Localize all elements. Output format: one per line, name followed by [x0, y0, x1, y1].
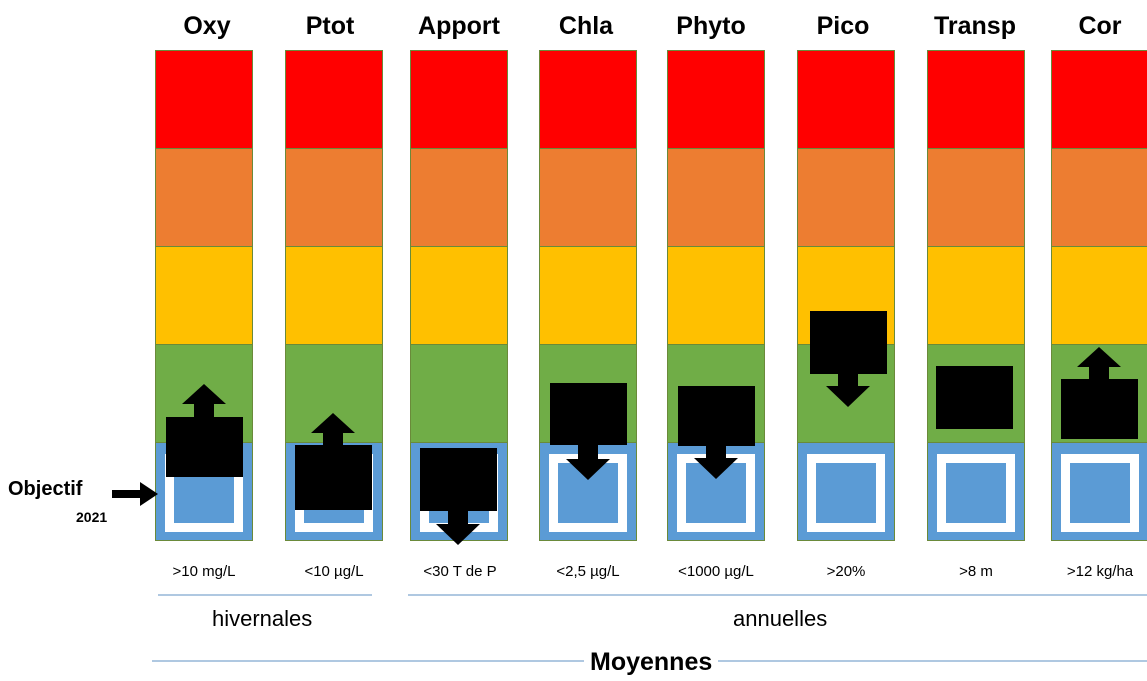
threshold-cor: >12 kg/ha: [1066, 563, 1134, 580]
threshold-chla: <2,5 µg/L: [556, 563, 620, 580]
group-label-annual: annuelles: [733, 606, 828, 631]
objective-arrow-icon: [112, 482, 158, 506]
band-yellow: [927, 246, 1025, 345]
status-marker-chla: [550, 383, 627, 445]
threshold-pico: >20%: [826, 563, 866, 580]
band-green: [410, 344, 508, 443]
status-marker-oxy: [166, 417, 243, 477]
threshold-transp: >8 m: [959, 563, 993, 580]
objective-target-frame: [1061, 454, 1139, 532]
band-yellow: [410, 246, 508, 345]
band-red: [155, 50, 253, 149]
band-orange: [285, 148, 383, 247]
objective-target-frame: [937, 454, 1015, 532]
group-label-winter: hivernales: [212, 606, 313, 631]
band-orange: [667, 148, 765, 247]
band-red: [667, 50, 765, 149]
column-title-pico: Pico: [816, 12, 870, 40]
objective-year: 2021: [76, 509, 108, 525]
down-arrow-icon: [694, 446, 738, 479]
down-arrow-icon: [826, 374, 870, 407]
band-red: [927, 50, 1025, 149]
band-red: [410, 50, 508, 149]
threshold-phyto: <1000 µg/L: [678, 563, 754, 580]
band-red: [797, 50, 895, 149]
band-yellow: [539, 246, 637, 345]
objective-target-frame: [807, 454, 885, 532]
down-arrow-icon: [566, 445, 610, 480]
threshold-ptot: <10 µg/L: [304, 563, 364, 580]
threshold-oxy: >10 mg/L: [172, 563, 236, 580]
threshold-apport: <30 T de P: [423, 563, 497, 580]
band-yellow: [1051, 246, 1147, 345]
band-yellow: [667, 246, 765, 345]
objective-label: Objectif: [8, 478, 83, 500]
up-arrow-icon: [311, 413, 355, 445]
up-arrow-icon: [1077, 347, 1121, 379]
column-title-chla: Chla: [558, 12, 614, 40]
column-title-apport: Apport: [418, 12, 500, 40]
column-title-cor: Cor: [1078, 12, 1122, 40]
band-orange: [927, 148, 1025, 247]
status-marker-cor: [1061, 379, 1138, 439]
status-marker-transp: [936, 366, 1013, 429]
band-orange: [1051, 148, 1147, 247]
band-red: [539, 50, 637, 149]
status-marker-phyto: [678, 386, 755, 446]
column-title-ptot: Ptot: [305, 12, 355, 40]
column-title-phyto: Phyto: [676, 12, 746, 40]
status-marker-apport: [420, 448, 497, 511]
band-yellow: [285, 246, 383, 345]
band-red: [1051, 50, 1147, 149]
up-arrow-icon: [182, 384, 226, 417]
status-marker-pico: [810, 311, 887, 374]
group-label-averages: Moyennes: [584, 648, 719, 677]
column-title-oxy: Oxy: [183, 12, 231, 40]
status-marker-ptot: [295, 445, 372, 510]
down-arrow-icon: [436, 511, 480, 545]
column-title-transp: Transp: [934, 12, 1016, 40]
band-orange: [410, 148, 508, 247]
band-red: [285, 50, 383, 149]
band-orange: [155, 148, 253, 247]
band-orange: [539, 148, 637, 247]
